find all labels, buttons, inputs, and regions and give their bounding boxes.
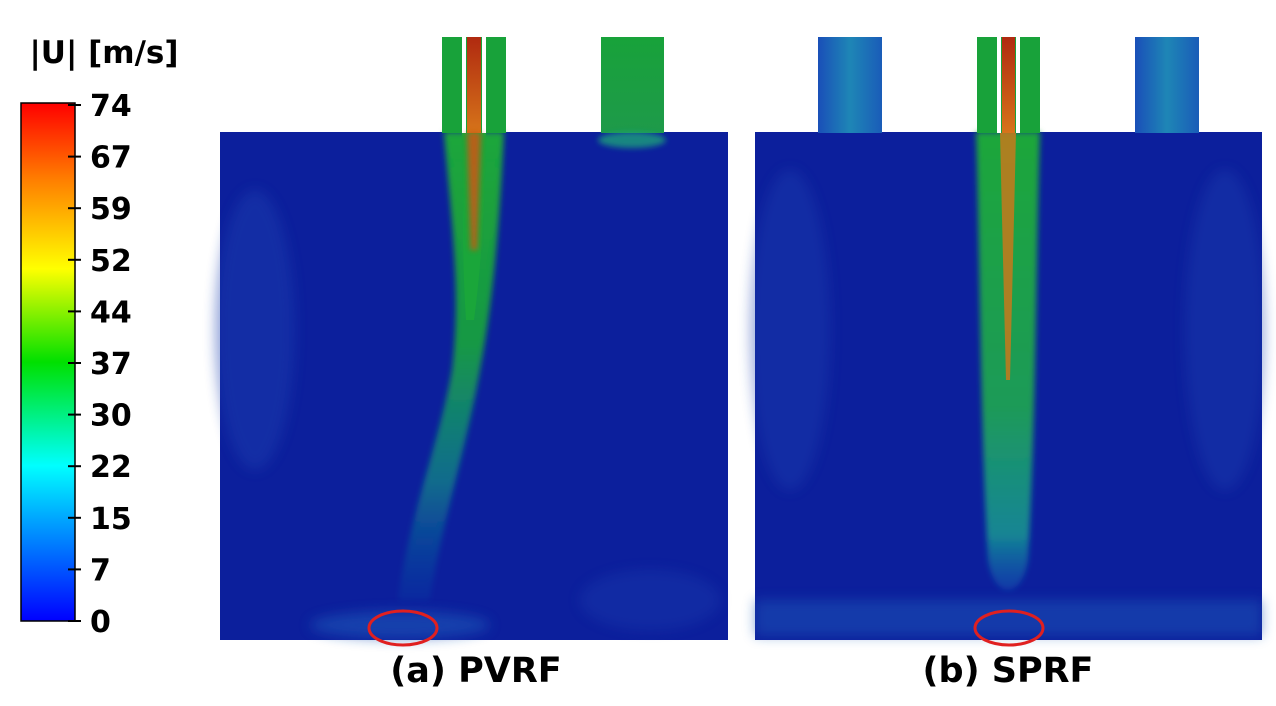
outlet-a <box>601 37 664 133</box>
colorbar-tick-label: 52 <box>90 244 132 279</box>
caption-a: (a) PVRF <box>390 651 561 691</box>
colorbar-tick-label: 7 <box>90 553 111 588</box>
colorbar-tick-label: 59 <box>90 192 132 227</box>
caption-b: (b) SPRF <box>923 651 1094 691</box>
colorbar-tick-label: 44 <box>90 295 132 330</box>
colorbar-tick-label: 22 <box>90 450 132 485</box>
panel-b: (b) SPRF <box>750 37 1265 691</box>
colorbar-tick-label: 15 <box>90 502 132 537</box>
colorbar-ticks: 74 67 59 52 44 37 30 22 15 7 0 <box>68 89 132 640</box>
colorbar: |U| [m/s] 74 67 59 52 44 37 30 22 15 7 0 <box>20 35 179 640</box>
inlet-a-core <box>467 37 481 133</box>
colorbar-tick-label: 74 <box>90 89 132 124</box>
outlet-b-left <box>818 37 882 133</box>
colorbar-gradient <box>20 102 76 622</box>
outlet-b-right <box>1135 37 1199 133</box>
colorbar-tick-label: 30 <box>90 399 132 434</box>
highlight-circle-b <box>973 609 1045 647</box>
colorbar-tick-label: 0 <box>90 605 111 640</box>
colorbar-tick-label: 37 <box>90 347 132 382</box>
highlight-circle-a <box>367 609 439 647</box>
panel-a: (a) PVRF <box>215 37 728 691</box>
inlet-b-core <box>1002 37 1015 133</box>
colorbar-tick-label: 67 <box>90 141 132 176</box>
colorbar-title: |U| [m/s] <box>29 35 178 71</box>
